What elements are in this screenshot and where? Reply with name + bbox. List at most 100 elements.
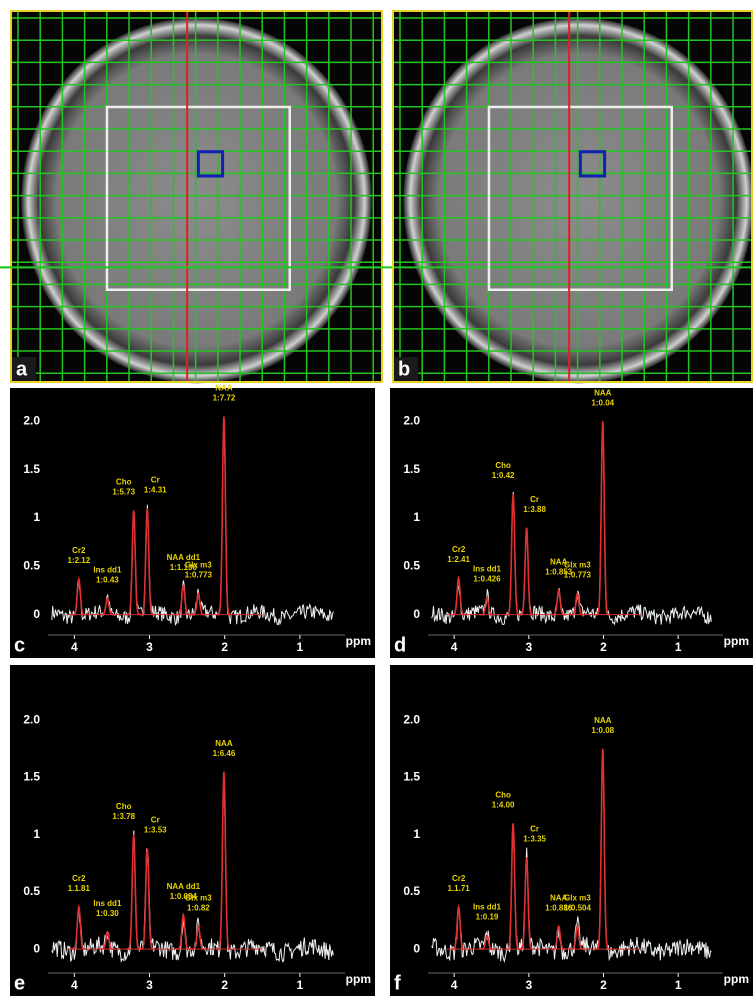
y-tick-label: 0.5	[403, 884, 420, 898]
y-tick-label: 1.5	[23, 462, 40, 476]
y-tick-label: 1.5	[23, 770, 40, 784]
y-tick-label: 0	[33, 607, 40, 621]
x-tick-label: 1	[675, 978, 682, 992]
fitted-peak	[595, 421, 611, 616]
peak-name: Ins dd1	[93, 899, 122, 908]
fitted-peak	[519, 857, 535, 950]
image-border	[392, 10, 753, 383]
fitted-peak	[175, 912, 191, 950]
x-tick-label: 3	[525, 640, 532, 654]
roi-box	[487, 105, 674, 292]
peak-name: NAA dd1	[167, 882, 201, 891]
x-tick-label: 2	[600, 640, 607, 654]
x-tick-label: 1	[675, 640, 682, 654]
x-tick-label: 4	[451, 640, 458, 654]
spectrum-trace	[51, 418, 334, 626]
peak-name: Cr2	[72, 546, 86, 555]
spectrum-trace	[51, 783, 334, 964]
panel-letter: c	[14, 634, 25, 656]
fitted-peak	[451, 575, 467, 616]
x-axis-label: ppm	[724, 634, 749, 648]
peak-ratio: 1:0.82	[187, 903, 210, 912]
x-tick-label: 3	[146, 978, 153, 992]
x-tick-label: 2	[221, 978, 228, 992]
roi-box	[105, 105, 292, 292]
peak-ratio: 1:3.53	[144, 825, 167, 834]
selected-voxel	[196, 150, 225, 178]
peak-name: Glx m3	[564, 893, 591, 902]
fitted-peak	[551, 924, 567, 950]
letter-box	[12, 357, 36, 381]
peak-ratio: 1:0.773	[185, 571, 213, 580]
peak-ratio: 1:5.73	[112, 487, 135, 496]
y-tick-label: 0.5	[23, 884, 40, 898]
peak-ratio: 1:0.42	[492, 471, 515, 480]
peak-name: Cr2	[452, 545, 466, 554]
fitted-peak	[126, 510, 142, 616]
x-tick-label: 4	[451, 978, 458, 992]
peak-ratio: 1:3.35	[523, 835, 546, 844]
peak-ratio: 1:0.30	[96, 909, 119, 918]
peak-ratio: 1:1.130	[170, 563, 198, 572]
fitted-peak	[451, 904, 467, 950]
x-tick-label: 1	[297, 640, 304, 654]
fitted-peak	[99, 930, 115, 950]
peak-name: NAA	[550, 893, 568, 902]
peak-ratio: 1:4.31	[144, 485, 167, 494]
peak-ratio: 1:2.12	[67, 556, 90, 565]
x-tick-label: 3	[146, 640, 153, 654]
peak-name: Cr	[151, 815, 160, 824]
y-tick-label: 0	[413, 607, 420, 621]
panel-letter: e	[14, 972, 25, 994]
x-tick-label: 2	[600, 978, 607, 992]
peak-name: Glx m3	[564, 561, 591, 570]
selected-voxel	[578, 150, 607, 178]
peak-name: Cr	[530, 825, 539, 834]
peak-ratio: 1:0.426	[473, 574, 501, 583]
y-tick-label: 1	[33, 827, 40, 841]
peak-name: Cho	[495, 790, 511, 799]
peak-ratio: 1:0.04	[591, 398, 614, 407]
peak-ratio: 1:0.08	[591, 726, 614, 735]
peak-ratio: 1:3.78	[112, 812, 135, 821]
peak-name: Cho	[116, 802, 132, 811]
fitted-peak	[216, 416, 232, 616]
x-tick-label: 3	[525, 978, 532, 992]
peak-ratio: 1:2.41	[447, 555, 470, 564]
panel-letter: d	[394, 634, 406, 656]
fitted-peak	[505, 493, 521, 616]
panel-letter: b	[398, 358, 410, 380]
fitted-peak	[569, 924, 585, 950]
peak-name: NAA	[594, 716, 612, 725]
fitted-peak	[216, 771, 232, 950]
panel-letter: f	[394, 972, 401, 994]
fitted-peak	[479, 596, 495, 616]
y-tick-label: 2.0	[23, 712, 40, 726]
peak-ratio: 1:0.773	[564, 571, 592, 580]
y-tick-label: 1	[413, 510, 420, 524]
peak-name: NAA	[215, 739, 233, 748]
x-tick-label: 4	[71, 640, 78, 654]
spectrum-trace	[431, 760, 712, 964]
letter-box	[394, 357, 418, 381]
fitted-peak	[99, 596, 115, 616]
fitted-peak	[71, 903, 87, 950]
peak-name: NAA	[215, 384, 233, 393]
fitted-peak	[519, 527, 535, 616]
y-tick-label: 0	[33, 941, 40, 955]
fitted-peak	[175, 583, 191, 616]
fitted-peak	[505, 823, 521, 950]
peak-name: NAA dd1	[167, 553, 201, 562]
fitted-peak	[71, 576, 87, 616]
y-tick-label: 2.0	[403, 414, 420, 428]
x-tick-label: 2	[221, 640, 228, 654]
fitted-peak	[190, 591, 206, 616]
peak-name: NAA	[594, 388, 612, 397]
peak-name: Ins dd1	[473, 564, 502, 573]
fitted-peak	[190, 924, 206, 950]
peak-ratio: 1:7.72	[213, 394, 236, 403]
fitted-peak	[551, 588, 567, 616]
y-tick-label: 1.5	[403, 462, 420, 476]
peak-name: Ins dd1	[93, 565, 122, 574]
